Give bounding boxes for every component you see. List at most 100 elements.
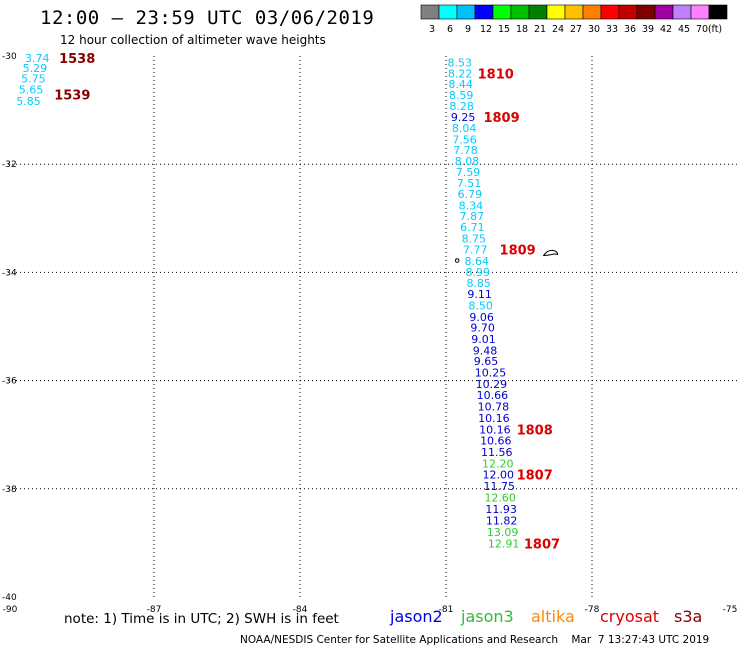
swh-value: 3.74 — [25, 52, 50, 65]
colorbar-swatch — [528, 4, 548, 20]
pass-time-label: 1810 — [478, 67, 514, 82]
lon-tick-label: -87 — [147, 605, 162, 615]
colorbar-swatch — [600, 4, 620, 20]
swh-value: 6.79 — [458, 188, 483, 201]
colorbar-swatch — [636, 4, 656, 20]
colorbar-tick-label: 27 — [570, 24, 582, 35]
colorbar-tick-label: 33 — [606, 24, 618, 35]
page-title: 12:00 – 23:59 UTC 03/06/2019 — [40, 7, 375, 29]
swh-value: 11.75 — [483, 480, 515, 493]
swh-value: 7.78 — [453, 144, 478, 157]
swh-value: 5.75 — [21, 73, 46, 86]
swh-value: 9.01 — [471, 333, 496, 346]
colorbar-swatch — [708, 4, 728, 20]
legend-cryosat: cryosat — [600, 607, 660, 626]
swh-value: 8.59 — [449, 89, 474, 102]
swh-value: 9.11 — [467, 288, 492, 301]
legend-s3a: s3a — [674, 607, 703, 626]
colorbar-swatch — [672, 4, 692, 20]
island-alejandro-selkirk — [454, 258, 460, 263]
lon-tick-label: -75 — [723, 605, 738, 615]
colorbar-tick-label: 70 — [696, 24, 708, 35]
swh-value: 9.25 — [451, 111, 476, 124]
swh-value: 11.82 — [486, 515, 518, 528]
colorbar-tick-label: 21 — [534, 24, 546, 35]
swh-value: 6.71 — [460, 221, 485, 234]
colorbar-tick-label: 42 — [660, 24, 672, 35]
swh-value: 7.87 — [460, 210, 485, 223]
swh-value: 13.09 — [487, 526, 519, 539]
colorbar-swatch — [564, 4, 584, 20]
swh-value: 10.78 — [478, 401, 510, 414]
pass-time-label: 1809 — [500, 244, 536, 259]
colorbar-tick-label: 12 — [480, 24, 492, 35]
swh-value: 9.48 — [473, 344, 498, 357]
swh-value: 8.44 — [448, 78, 473, 91]
lat-tick-label: -32 — [2, 160, 17, 170]
colorbar-swatch — [690, 4, 710, 20]
swh-value: 10.16 — [478, 412, 510, 425]
lon-tick-label: -90 — [3, 605, 18, 615]
swh-value: 11.56 — [481, 446, 513, 459]
lat-tick-label: -36 — [2, 377, 17, 387]
swh-value: 10.16 — [479, 423, 511, 436]
page-subtitle: 12 hour collection of altimeter wave hei… — [60, 33, 326, 47]
swh-value: 12.20 — [482, 457, 513, 470]
footer-credit-text: NOAA/NESDIS Center for Satellite Applica… — [240, 634, 558, 646]
colorbar-swatch — [618, 4, 638, 20]
colorbar-tick-label: 18 — [516, 24, 528, 35]
colorbar-tick-label: 3 — [429, 24, 435, 35]
swh-value: 7.51 — [457, 177, 482, 190]
swh-value: 9.06 — [469, 311, 494, 324]
swh-value: 7.59 — [456, 166, 481, 179]
swh-value: 8.04 — [452, 122, 477, 135]
colorbar-swatch — [582, 4, 602, 20]
colorbar-swatch — [420, 4, 440, 20]
colorbar-swatch — [510, 4, 530, 20]
pass-time-label: 1807 — [524, 537, 560, 552]
lat-tick-label: -40 — [2, 593, 17, 603]
swh-value: 8.64 — [464, 255, 489, 268]
swh-value: 12.00 — [483, 469, 515, 482]
pass-time-label: 1538 — [59, 52, 95, 67]
colorbar-tick-label: 30 — [588, 24, 600, 35]
swh-value: 8.22 — [448, 67, 473, 80]
colorbar-tick-label: 9 — [465, 24, 471, 35]
colorbar-unit: (ft) — [708, 24, 722, 35]
legend-jason3: jason3 — [461, 607, 514, 626]
swh-value: 10.29 — [476, 378, 508, 391]
swh-value: 10.66 — [480, 435, 512, 448]
swh-value: 8.34 — [459, 199, 484, 212]
colorbar-tick-label: 39 — [642, 24, 654, 35]
footer-timestamp: Mar 7 13:27:43 UTC 2019 — [571, 634, 710, 646]
swh-value: 9.65 — [474, 355, 499, 368]
swh-value: 9.70 — [470, 322, 495, 335]
legend-altika: altika — [531, 607, 575, 626]
swh-value: 10.66 — [477, 389, 509, 402]
swh-value: 5.85 — [16, 95, 40, 108]
lat-tick-label: -34 — [2, 268, 17, 278]
swh-value: 11.93 — [485, 503, 517, 516]
colorbar-swatch — [474, 4, 494, 20]
island-robinson-crusoe — [542, 249, 559, 256]
swh-value: 5.65 — [19, 84, 43, 97]
colorbar-swatch — [546, 4, 566, 20]
swh-value: 5.29 — [23, 62, 47, 75]
pass-time-label: 1808 — [517, 423, 553, 438]
swh-value: 8.28 — [449, 100, 474, 113]
swh-value: 12.91 — [488, 537, 520, 550]
lon-tick-label: -78 — [585, 605, 600, 615]
swh-value: 7.56 — [452, 133, 477, 146]
colorbar-tick-label: 24 — [552, 24, 564, 35]
colorbar-swatch — [492, 4, 512, 20]
colorbar-tick-label: 15 — [498, 24, 510, 35]
swh-value: 8.75 — [462, 232, 487, 245]
colorbar-tick-label: 36 — [624, 24, 636, 35]
colorbar-swatch — [456, 4, 476, 20]
swh-value: 8.85 — [466, 277, 491, 290]
colorbar-tick-label: 6 — [447, 24, 453, 35]
footer-credit: NOAA/NESDIS Center for Satellite Applica… — [240, 634, 709, 646]
swh-value: 10.25 — [475, 366, 507, 379]
